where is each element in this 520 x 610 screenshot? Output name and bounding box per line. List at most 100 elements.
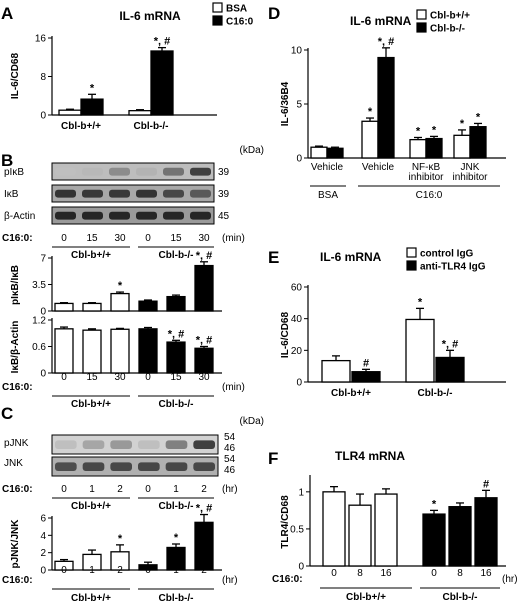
blot-b-row-label: β-Actin: [4, 211, 35, 222]
blot-band: [109, 211, 130, 220]
bar: [54, 302, 74, 312]
blot-band: [138, 462, 160, 472]
group-label-ko: Cbl-b-/-: [443, 592, 478, 603]
bar: [138, 328, 158, 374]
y-axis-label: TLR4/CD68: [280, 495, 291, 549]
bar: [58, 109, 82, 116]
blot-c-lane: 2: [117, 484, 123, 495]
blot-c-mw: 46: [224, 465, 236, 476]
group-label-wt: Cbl-b+/+: [346, 592, 386, 603]
bar: [80, 98, 104, 116]
significance-mark: *: [432, 498, 437, 510]
x-tick-label: 30: [198, 372, 210, 383]
x-group-label: Vehicle: [311, 162, 344, 173]
chart-a: 0 8 16 IL-6/CD68 IL-6 mRNA * *, # Cbl-b+/+ Cbl-b…: [10, 2, 254, 132]
bar: [194, 347, 214, 374]
bar: [110, 328, 130, 374]
bar: [150, 50, 174, 116]
y-tick-label: 0.6: [32, 342, 46, 353]
y-axis-label: IL-6/36B4: [280, 81, 291, 126]
blot-c-lane: 1: [89, 484, 95, 495]
x-group-label: inhibitor: [408, 172, 444, 183]
f-xaxis: C16:0: (hr) Cbl-b+/+ Cbl-b-/-: [272, 574, 518, 603]
blot-band: [109, 167, 130, 176]
panel-label-d: D: [268, 4, 280, 23]
blot-band: [190, 189, 211, 198]
y-axis-label: IL-6/CD68: [10, 53, 21, 100]
x-group-label: Cbl-b-/-: [418, 388, 453, 399]
panel-label-a: A: [1, 4, 13, 23]
bar: [110, 292, 130, 312]
blot-band: [165, 440, 188, 450]
legend-label: anti-TLR4 IgG: [420, 262, 486, 273]
blot-band: [136, 211, 157, 220]
blot-b-lane: 15: [86, 233, 98, 244]
x-tick-label: 0: [61, 372, 67, 383]
blot-band: [110, 440, 132, 450]
bar: [361, 120, 379, 159]
bar: [138, 300, 158, 312]
bar: [422, 513, 446, 567]
bar: [469, 126, 487, 159]
y-tick-label: 0: [298, 562, 304, 573]
y-tick-label: 16: [35, 34, 47, 45]
hr-unit: (hr): [222, 484, 238, 495]
legend-label: C16:0: [226, 17, 254, 28]
x-tick-label: 1: [173, 565, 179, 576]
significance-mark: *: [418, 296, 423, 308]
chart-title: TLR4 mRNA: [335, 449, 405, 463]
group-label-wt: Cbl-b+/+: [71, 399, 111, 410]
legend-label: Cbl-b-/-: [430, 24, 465, 35]
y-axis-label: pJNK/JNK: [10, 519, 21, 569]
c-xaxis: C16:0: (hr) Cbl-b+/+ Cbl-b-/-: [2, 575, 238, 604]
blot-b: (kDa) pIκB IκB β-Actin 39 39 45 C16:0: 0…: [2, 145, 264, 261]
blot-c-mw: 54: [224, 432, 236, 443]
bar: [474, 497, 498, 567]
chart-title: IL-6 mRNA: [320, 250, 382, 264]
blot-b-row-label: IκB: [4, 189, 19, 200]
blot-strip: [51, 184, 215, 203]
bar: [194, 521, 214, 571]
x-tick-label: 0: [145, 565, 151, 576]
blot-band: [138, 440, 160, 450]
y-tick-label: 20: [291, 346, 303, 357]
chart-title: IL-6 mRNA: [119, 9, 181, 23]
legend-swatch: [212, 15, 223, 26]
significance-mark: *, #: [378, 36, 395, 48]
x-tick-label: 15: [170, 372, 182, 383]
bar: [194, 264, 214, 312]
legend-swatch: [406, 260, 417, 271]
blot-band: [163, 211, 184, 220]
bar: [82, 302, 102, 312]
x-group-label: Cbl-b-/-: [134, 121, 169, 132]
blot-c: (kDa) pJNK JNK 54 46 54 46 C16:0: 0 1 2 …: [2, 416, 264, 512]
significance-mark: *: [460, 118, 465, 130]
blot-band: [136, 189, 157, 198]
x-group-label: inhibitor: [452, 172, 488, 183]
panel-label-e: E: [268, 248, 279, 267]
y-tick-label: 3.5: [32, 280, 46, 291]
chart-e: 0 20 40 60 IL-6/CD68 IL-6 mRNA * # *, # Cbl-b+/+ C…: [280, 247, 506, 399]
blot-strip: [51, 434, 219, 455]
y-axis-label: IκB/β-Actin: [10, 321, 21, 374]
legend-label: BSA: [226, 4, 247, 15]
blot-b-lane: 0: [61, 233, 67, 244]
y-tick-label: 60: [291, 283, 303, 294]
f-c16-label: C16:0:: [272, 574, 303, 585]
y-tick-label: 40: [291, 314, 303, 325]
blot-c-mw: 54: [224, 454, 236, 465]
x-tick-label: 0: [61, 565, 67, 576]
blot-band: [82, 189, 103, 198]
kda-label: (kDa): [240, 145, 264, 156]
y-tick-label: 10: [291, 46, 303, 57]
bar: [166, 295, 186, 312]
blot-b-lane: 30: [114, 233, 126, 244]
supergroup-label: C16:0: [416, 190, 443, 201]
bar: [54, 328, 74, 374]
blot-band: [55, 462, 77, 472]
legend-swatch: [212, 2, 223, 13]
significance-mark: *, #: [168, 328, 185, 340]
blot-b-row-label: pIκB: [4, 167, 24, 178]
group-label-wt: Cbl-b+/+: [71, 250, 111, 261]
